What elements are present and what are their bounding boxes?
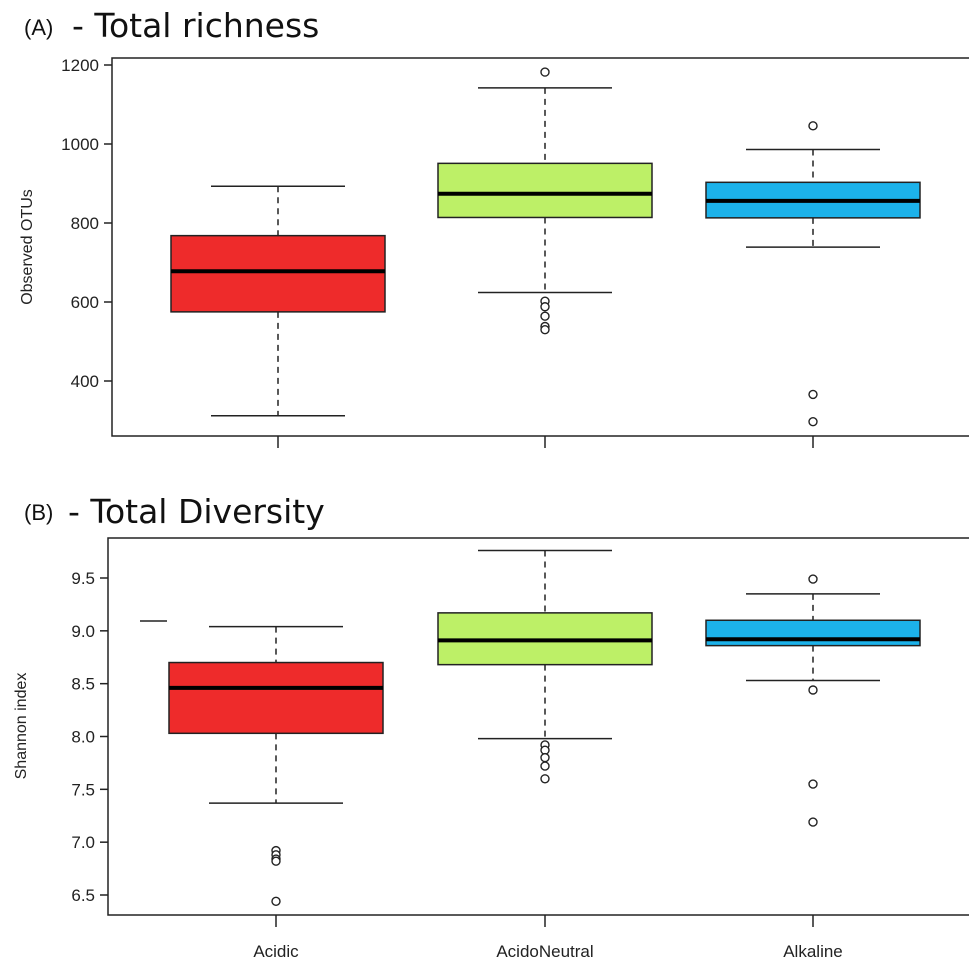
panel-a-y-tick-label: 800: [71, 214, 99, 233]
panel-b-acidic-box: [168, 661, 384, 735]
panel-b-y-tick-label: 8.0: [71, 728, 95, 747]
panel-b-y-tick-label: 9.0: [71, 622, 95, 641]
panel-b-y-axis-title: Shannon index: [13, 673, 30, 780]
panel-a-alkaline-outlier: [808, 389, 818, 400]
panel-a-alkaline-outlier: [808, 121, 818, 131]
panel-b-acidoneutral-outlier: [540, 774, 550, 784]
panel-a-y-tick-label: 400: [71, 372, 99, 391]
panel-b-alkaline-outlier: [808, 779, 818, 789]
panel-b-acidoneutral-outlier: [540, 752, 550, 763]
panel-a-y-tick-label: 1000: [61, 135, 99, 154]
panel-a-acidoneutral-outlier: [540, 302, 550, 312]
panel-a-acidoneutral-outlier: [540, 324, 550, 335]
panel-a-acidoneutral-outlier: [540, 67, 550, 77]
panel-b-y-tick-label: 7.5: [71, 780, 95, 799]
panel-a-y-axis-title: Observed OTUs: [19, 189, 36, 305]
panel-b-acidoneutral-outlier: [540, 761, 550, 771]
panel-b-alkaline-outlier: [808, 817, 818, 827]
panel-b-plot-frame: [107, 537, 969, 916]
panel-a-acidoneutral-outlier: [540, 311, 550, 321]
panel-a-chart: 400 600 800 1000 1200: [61, 56, 921, 448]
x-tick-label-acidic: Acidic: [253, 942, 299, 961]
panel-b-acidic-outlier: [271, 856, 281, 866]
panel-b-acidic-outlier: [271, 896, 281, 907]
panel-b-y-tick-label: 8.5: [71, 675, 95, 694]
panel-a-alkaline-outlier: [808, 416, 818, 427]
panel-b-y-tick-label: 9.5: [71, 569, 95, 588]
panel-b-alkaline-box: [705, 619, 921, 647]
panel-b-title: - Total Diversity: [68, 492, 325, 531]
x-tick-label-acidoneutral: AcidoNeutral: [496, 942, 593, 961]
panel-b-y-tick-label: 7.0: [71, 833, 95, 852]
panel-b-alkaline-outlier: [808, 574, 818, 584]
panel-b-tag: (B): [24, 500, 53, 525]
panel-a-tag: (A): [24, 15, 53, 40]
panel-b-y-tick-label: 6.5: [71, 886, 95, 905]
panel-a-plot-frame: [111, 57, 969, 437]
panel-a-acidoneutral-box: [437, 162, 653, 219]
panel-a-y-tick-label: 600: [71, 293, 99, 312]
panel-a-acidic-box: [170, 234, 386, 313]
x-tick-label-alkaline: Alkaline: [783, 942, 843, 961]
panel-a-title: - Total richness: [72, 6, 319, 45]
panel-a-y-tick-label: 1200: [61, 56, 99, 75]
panel-b-chart: 6.5 7.0 7.5 8.0 8.5 9.0 9.5 Acidic AcidoNeutral A…: [71, 549, 921, 961]
panel-b-alkaline-outlier: [808, 685, 818, 695]
